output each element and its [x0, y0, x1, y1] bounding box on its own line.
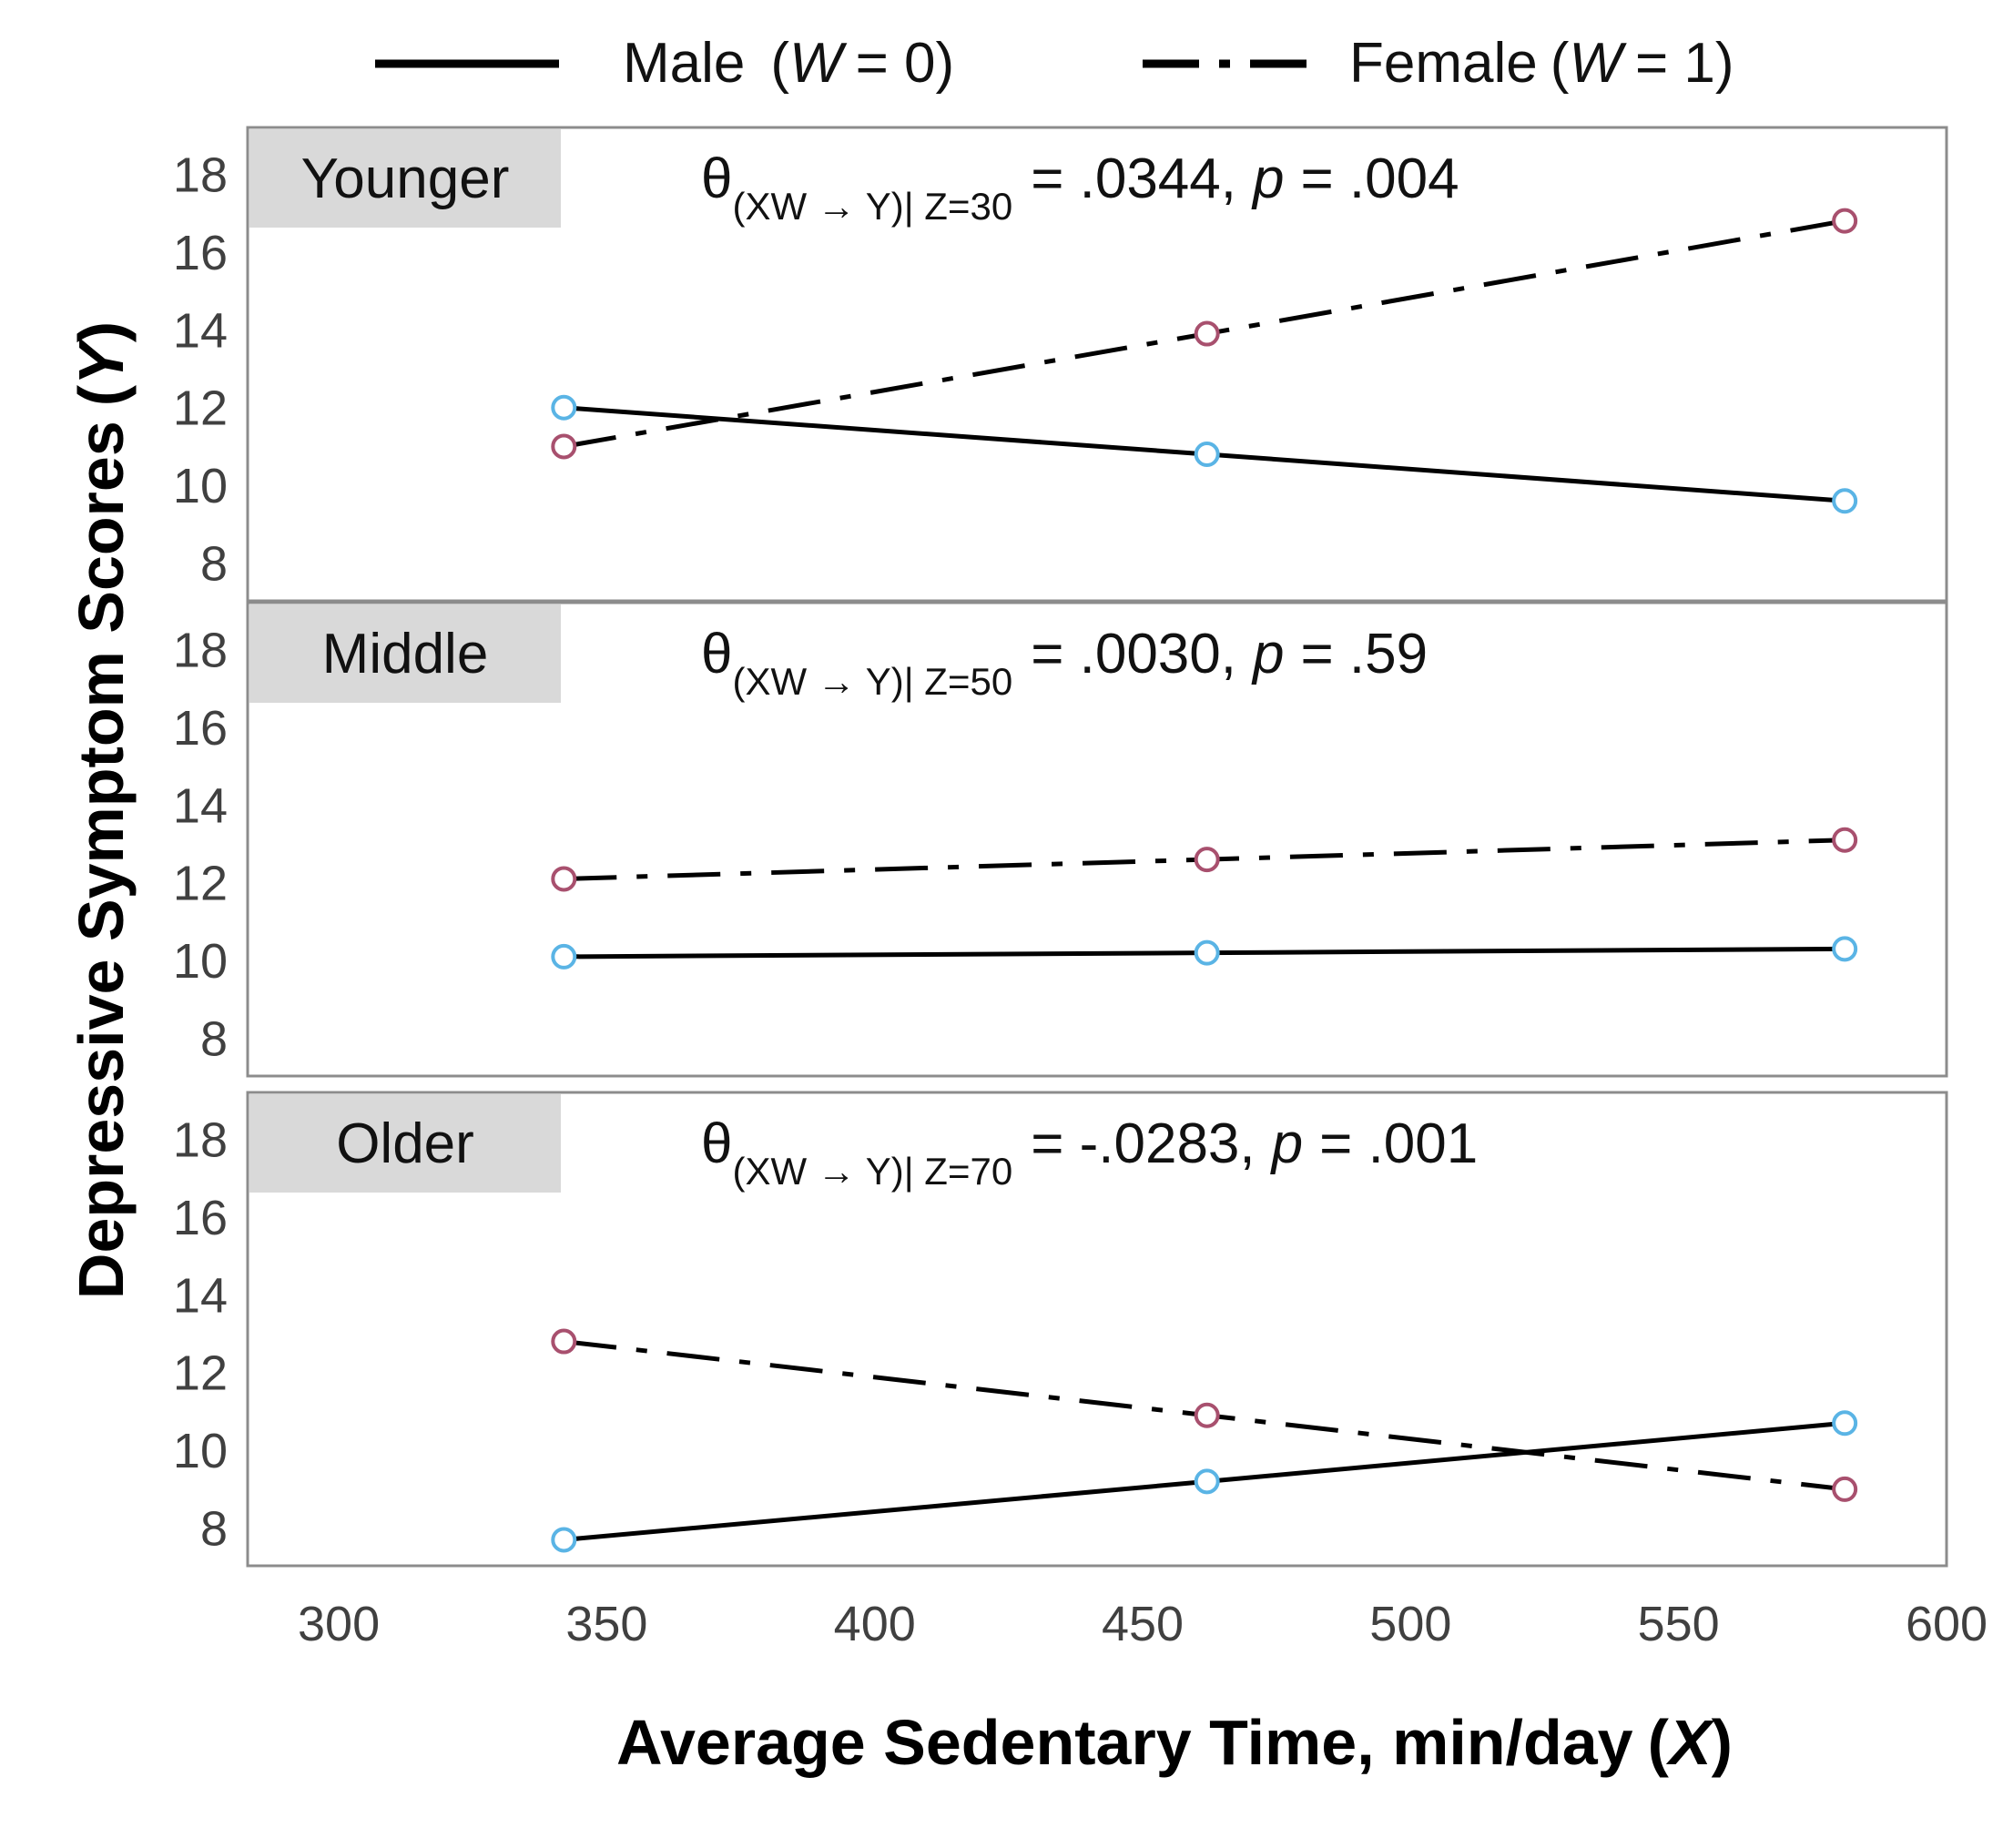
y-tick-label: 18: [173, 147, 228, 202]
x-tick-label: 400: [834, 1597, 916, 1651]
panel-label-box: [249, 129, 561, 228]
y-tick-label: 12: [173, 857, 228, 911]
y-tick-label: 14: [173, 778, 228, 833]
data-point-female: [551, 433, 577, 460]
x-axis-ticks: 300 350 400 450 500 550 600: [298, 1597, 1988, 1651]
panel-label-box: [249, 1094, 561, 1193]
panel-label: Middle: [322, 623, 489, 685]
data-point-female: [1832, 1476, 1858, 1502]
x-tick-label: 550: [1638, 1597, 1720, 1651]
y-tick-label: 10: [173, 459, 228, 513]
x-axis-title: Average Sedentary Time, min/day (X): [616, 1707, 1733, 1778]
data-point-female: [1194, 320, 1220, 347]
panel-label: Older: [336, 1112, 474, 1175]
y-tick-label: 12: [173, 381, 228, 436]
x-tick-label: 450: [1102, 1597, 1184, 1651]
data-point-female: [1832, 827, 1858, 853]
panel-middle: 8 10 12 14 16 18 Middle θ(XW → Y)| Z=50 = .0030,…: [173, 601, 1948, 1078]
y-tick-label: 10: [173, 934, 228, 989]
y-tick-label: 12: [173, 1346, 228, 1401]
y-tick-label: 8: [200, 537, 228, 592]
x-tick-label: 500: [1369, 1597, 1451, 1651]
y-tick-label: 18: [173, 623, 228, 677]
data-point-female: [1832, 208, 1858, 234]
panel-older: 8 10 12 14 16 18 Older θ(XW → Y)| Z=70 = -.0283,…: [173, 1091, 1948, 1568]
legend: Male (W = 0) Female (W = 1): [375, 32, 1734, 95]
panels: 8 10 12 14 16 18 Younger θ(XW → Y)| Z=30 = .0344…: [173, 126, 1948, 1568]
data-point-male: [1194, 939, 1220, 966]
y-tick-label: 16: [173, 226, 228, 280]
data-point-male: [551, 943, 577, 970]
data-point-male: [1832, 1410, 1858, 1437]
x-tick-label: 600: [1906, 1597, 1988, 1651]
y-tick-label: 8: [200, 1502, 228, 1557]
y-tick-label: 14: [173, 303, 228, 358]
panel-younger: 8 10 12 14 16 18 Younger θ(XW → Y)| Z=30 = .0344…: [173, 126, 1948, 603]
data-point-female: [551, 866, 577, 892]
legend-male-label: Male (W = 0): [623, 32, 954, 95]
panel-annotation: θ(XW → Y)| Z=30 = .0344, p = .004: [701, 147, 1459, 228]
y-tick-label: 10: [173, 1424, 228, 1478]
x-tick-label: 350: [565, 1597, 647, 1651]
data-point-male: [1194, 1468, 1220, 1495]
data-point-female: [551, 1328, 577, 1355]
legend-female-label: Female (W = 1): [1349, 32, 1734, 95]
y-tick-label: 18: [173, 1112, 228, 1167]
panel-annotation: θ(XW → Y)| Z=50 = .0030, p = .59: [701, 623, 1428, 703]
data-point-male: [1832, 488, 1858, 514]
y-tick-label: 16: [173, 1191, 228, 1245]
y-axis-title: Depressive Symptom Scores(Y): [66, 321, 137, 1299]
panel-annotation: θ(XW → Y)| Z=70 = -.0283, p = .001: [701, 1112, 1478, 1193]
data-point-male: [551, 1527, 577, 1553]
y-tick-label: 8: [200, 1012, 228, 1067]
y-tick-label: 16: [173, 701, 228, 756]
data-point-male: [1194, 442, 1220, 467]
data-point-female: [1194, 1402, 1220, 1428]
data-point-male: [1832, 936, 1858, 962]
panel-label: Younger: [301, 147, 510, 210]
panel-label-box: [249, 604, 561, 703]
x-tick-label: 300: [298, 1597, 380, 1651]
data-point-female: [1194, 847, 1220, 873]
data-point-male: [551, 394, 577, 421]
y-tick-label: 14: [173, 1268, 228, 1323]
